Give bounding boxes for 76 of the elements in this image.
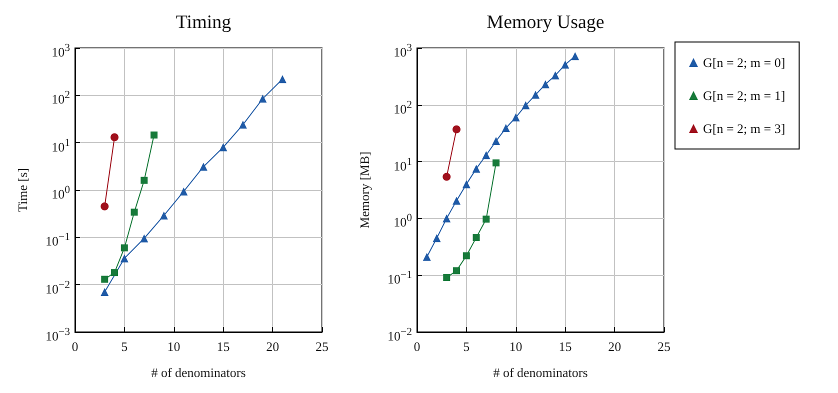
y-axis-title: Time [s] <box>15 168 30 212</box>
point <box>422 252 431 261</box>
point <box>130 208 138 216</box>
y-axis-title: Memory [MB] <box>357 152 372 228</box>
point <box>472 234 480 242</box>
x-tick-label: 5 <box>121 339 128 354</box>
x-tick-label: 0 <box>414 339 420 354</box>
x-axis-title: # of denominators <box>493 365 588 380</box>
y-tick-label: 10$^{−2}$ <box>387 325 412 346</box>
x-tick-label: 25 <box>658 339 670 354</box>
point <box>571 52 580 60</box>
point <box>120 244 128 252</box>
point <box>238 120 247 129</box>
x-tick-label: 20 <box>608 339 622 354</box>
point <box>180 187 188 196</box>
y-tick-label: 10$^{1}$ <box>52 136 70 156</box>
y-tick-label: 10$^{−2}$ <box>45 278 70 298</box>
point <box>442 214 451 222</box>
point <box>502 124 510 132</box>
point <box>111 269 118 276</box>
y-tick-label: 10$^{0}$ <box>394 211 412 232</box>
y-tick-label: 10$^{3}$ <box>394 41 412 62</box>
point <box>432 234 441 242</box>
point <box>472 164 480 173</box>
point <box>110 133 119 142</box>
y-tick-label: 10$^{2}$ <box>52 88 70 109</box>
x-tick-label: 25 <box>316 339 328 354</box>
point <box>140 234 148 242</box>
x-tick-label: 10 <box>509 339 522 354</box>
point <box>258 94 267 103</box>
chart-title: Memory Usage <box>486 12 604 33</box>
point <box>120 254 128 262</box>
x-tick-label: 15 <box>216 339 230 354</box>
point <box>278 75 286 84</box>
y-tick-label: 10$^{1}$ <box>394 154 412 175</box>
legend-label: G[n = 2; m = 3] <box>703 121 786 136</box>
point <box>150 132 158 139</box>
point <box>541 80 550 88</box>
point <box>100 202 109 210</box>
x-tick-label: 0 <box>72 339 78 354</box>
point <box>482 216 490 223</box>
x-tick-label: 5 <box>463 339 470 354</box>
x-axis-title: # of denominators <box>151 365 246 380</box>
x-tick-label: 20 <box>266 339 280 354</box>
y-tick-label: 10$^{0}$ <box>52 183 70 204</box>
point <box>462 180 470 188</box>
y-tick-label: 10$^{2}$ <box>394 98 412 118</box>
point <box>101 276 108 283</box>
chart-title: Timing <box>176 12 232 33</box>
y-tick-label: 10$^{−1}$ <box>387 268 412 289</box>
y-tick-label: 10$^{−1}$ <box>45 230 70 251</box>
point <box>532 90 540 99</box>
point <box>140 176 148 184</box>
legend-label: G[n = 2; m = 1] <box>703 88 786 103</box>
point <box>442 172 451 181</box>
point <box>452 125 461 134</box>
point <box>100 288 109 296</box>
point <box>452 196 461 205</box>
point <box>462 252 470 260</box>
point <box>512 113 520 122</box>
legend-label: G[n = 2; m = 0] <box>703 55 786 70</box>
point <box>219 143 228 152</box>
point <box>443 274 450 282</box>
point <box>482 151 490 160</box>
y-tick-label: 10$^{−3}$ <box>45 325 70 346</box>
x-tick-label: 15 <box>558 339 572 354</box>
point <box>160 211 168 220</box>
point <box>492 137 500 146</box>
y-tick-label: 10$^{3}$ <box>52 41 70 62</box>
point <box>199 162 208 171</box>
point <box>492 159 500 166</box>
point <box>522 101 530 110</box>
point <box>561 60 570 69</box>
point <box>551 71 560 80</box>
x-tick-label: 10 <box>167 339 180 354</box>
point <box>453 267 460 274</box>
